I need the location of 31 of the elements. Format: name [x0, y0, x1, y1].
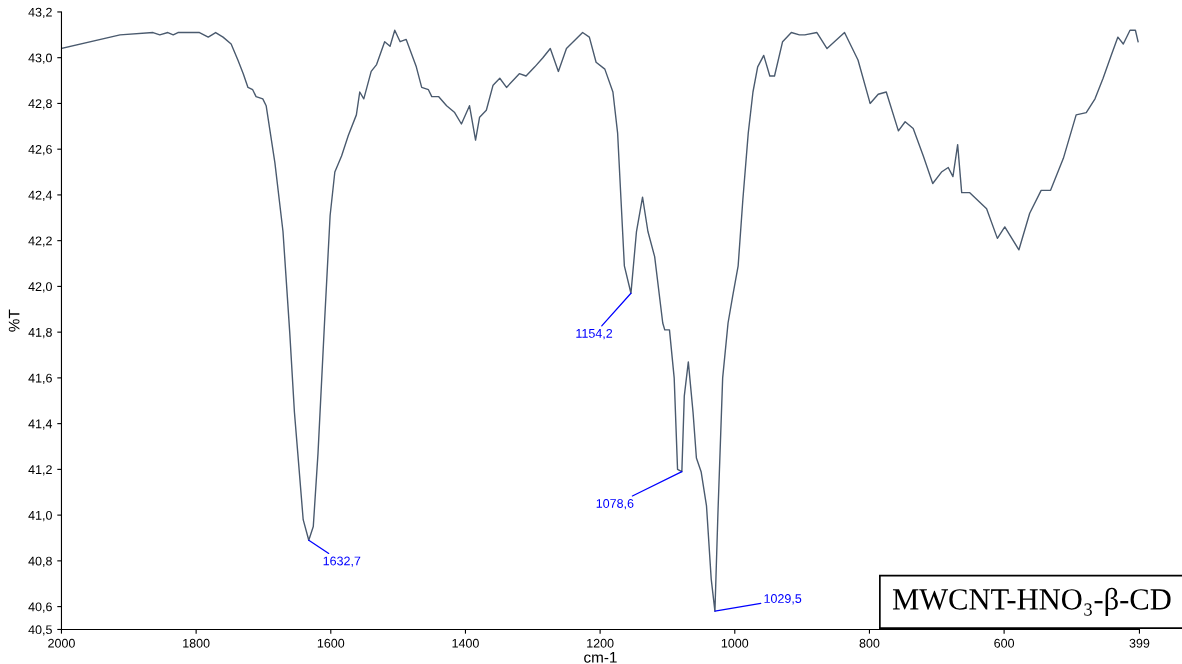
y-tick-label: 42,4 [28, 190, 53, 202]
y-tick-label: 41,0 [28, 510, 52, 522]
x-tick-label: 800 [859, 638, 880, 648]
x-tick-label: 600 [994, 638, 1015, 648]
y-axis-title: %T [8, 309, 20, 332]
y-tick-label: 41,8 [28, 327, 52, 339]
y-tick-label: 40,5 [28, 625, 52, 636]
y-tick-label: 42,0 [28, 282, 52, 293]
y-tick-label: 40,6 [28, 602, 52, 613]
annotation: 1154,2 [576, 328, 613, 340]
annotation: MWCNT-HNO₃-β-CD [892, 587, 1171, 616]
annotation: 1632,7 [323, 556, 361, 567]
annotation: 1029,5 [764, 594, 802, 605]
y-tick-label: 40,8 [28, 556, 52, 567]
y-tick-label: 42,2 [28, 236, 52, 247]
x-tick-label: 2000 [48, 638, 75, 648]
y-tick-label: 43,2 [28, 7, 52, 19]
x-tick-label: 399 [1129, 638, 1150, 648]
x-tick-label: 1800 [183, 638, 210, 648]
y-tick-label: 43,0 [28, 53, 52, 64]
y-tick-label: 41,4 [28, 419, 53, 430]
x-tick-label: 1400 [452, 638, 479, 648]
x-tick-label: 1600 [317, 638, 345, 648]
annotation: 1078,6 [596, 499, 634, 510]
x-tick-label: 1000 [721, 638, 749, 648]
x-axis-title: cm-1 [584, 652, 617, 663]
y-tick-label: 41,2 [28, 465, 52, 476]
y-tick-label: 42,8 [28, 99, 52, 110]
x-tick-label: 1200 [587, 638, 614, 648]
y-tick-label: 41,6 [28, 373, 52, 385]
y-tick-label: 42,6 [28, 144, 52, 156]
